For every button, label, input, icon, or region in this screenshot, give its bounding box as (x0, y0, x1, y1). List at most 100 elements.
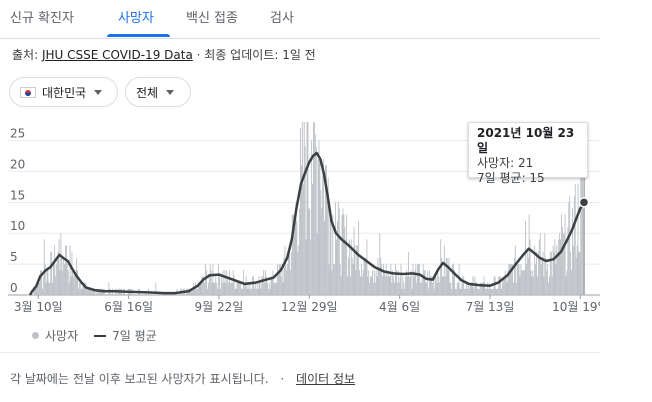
death-bar (455, 288, 457, 295)
death-bar (450, 282, 452, 295)
death-bar (409, 276, 411, 295)
death-bar (582, 171, 584, 295)
death-bar (292, 214, 294, 295)
death-bar (522, 270, 524, 295)
tab-new-cases[interactable]: 신규 확진자 (10, 11, 74, 26)
death-bar (514, 245, 516, 295)
death-bar (444, 276, 446, 295)
chart-tooltip: 2021년 10월 23일 사망자: 21 7일 평균: 15 (468, 122, 588, 185)
death-bar (65, 245, 66, 295)
death-bar (390, 264, 392, 295)
death-bar (336, 220, 338, 295)
death-bar (77, 270, 78, 295)
death-bar (488, 288, 490, 295)
death-bar (234, 288, 236, 295)
death-bar (273, 282, 275, 295)
death-bar (451, 288, 453, 295)
death-bar (393, 276, 395, 295)
death-bar (41, 270, 42, 295)
death-bar (199, 282, 201, 295)
x-tick-label: 3월 10일 (14, 300, 63, 314)
death-bar (249, 282, 251, 295)
death-bar (297, 251, 299, 295)
death-bar (35, 288, 37, 295)
death-bar (434, 276, 436, 295)
death-bar (85, 282, 87, 295)
death-bar (349, 276, 351, 295)
tab-deaths[interactable]: 사망자 (118, 11, 154, 26)
death-bar (413, 276, 415, 295)
death-bar (63, 257, 65, 295)
death-bar (368, 270, 370, 295)
death-bar (226, 270, 228, 295)
death-bar (90, 288, 92, 295)
death-bar (506, 282, 508, 295)
death-bar (421, 276, 423, 295)
death-bar (371, 276, 372, 295)
death-bar (254, 288, 255, 295)
death-bar (358, 220, 360, 295)
death-bar (238, 282, 240, 295)
death-bar (96, 288, 98, 295)
death-bar (342, 208, 344, 295)
death-bar (476, 282, 478, 295)
data-info-link[interactable]: 데이터 정보 (296, 372, 356, 386)
death-bar (461, 282, 463, 295)
death-bar (580, 177, 582, 295)
y-axis-labels: 0 5 10 15 20 25 (10, 127, 25, 295)
death-bar (512, 264, 514, 295)
death-bar (511, 264, 513, 295)
death-bar (295, 202, 297, 295)
footer-note: 각 날짜에는 전날 이후 보고된 사망자가 표시됩니다. · 데이터 정보 (10, 370, 355, 387)
death-bar (412, 264, 414, 295)
death-bar (86, 288, 88, 295)
footer-separator: · (280, 372, 285, 386)
death-bar (98, 288, 100, 295)
death-bar (197, 282, 199, 295)
deaths-chart[interactable]: 0 5 10 15 20 25 3월 10일 6월 16일 9월 22일 12월 29일 4월 6… (0, 118, 600, 318)
death-bar (319, 159, 321, 295)
death-bar (256, 282, 258, 295)
death-bar (309, 208, 311, 295)
death-bar (559, 233, 561, 295)
death-bar (338, 208, 340, 295)
death-bar (479, 282, 481, 295)
scope-selector[interactable]: 전체 (125, 77, 191, 107)
last-updated: 최종 업데이트: 1일 전 (204, 48, 316, 62)
death-bar (541, 257, 543, 295)
death-bar (206, 270, 207, 295)
death-bar (517, 264, 519, 295)
death-bar (350, 239, 352, 295)
death-bar (278, 264, 280, 295)
death-bar (200, 282, 202, 295)
death-bar (305, 239, 307, 295)
death-bar (520, 264, 522, 295)
death-bar (196, 288, 198, 295)
death-bar (375, 270, 377, 295)
death-bar (354, 245, 356, 295)
death-bar (374, 282, 376, 295)
tab-tests[interactable]: 검사 (270, 11, 294, 26)
death-bar (257, 288, 259, 295)
death-bar (223, 282, 225, 295)
death-bar (379, 233, 381, 295)
death-bar (318, 140, 320, 295)
death-bar (467, 282, 469, 295)
death-bar (575, 257, 577, 295)
death-bar (232, 270, 234, 295)
death-bar (504, 270, 506, 295)
scope-selector-label: 전체 (136, 85, 159, 100)
death-bar (230, 282, 231, 295)
death-bar (88, 288, 89, 295)
legend-line-label: 7일 평균 (112, 329, 157, 343)
tooltip-deaths: 사망자: 21 (477, 156, 534, 170)
death-bar (383, 270, 385, 295)
death-bar (274, 282, 276, 295)
death-bar (235, 288, 237, 295)
death-bar (289, 270, 291, 295)
death-bar (543, 276, 545, 295)
country-selector[interactable]: 대한민국 (9, 77, 118, 107)
source-link[interactable]: JHU CSSE COVID-19 Data (41, 48, 193, 62)
tab-vaccinations[interactable]: 백신 접종 (186, 11, 238, 26)
death-bar (571, 270, 573, 295)
